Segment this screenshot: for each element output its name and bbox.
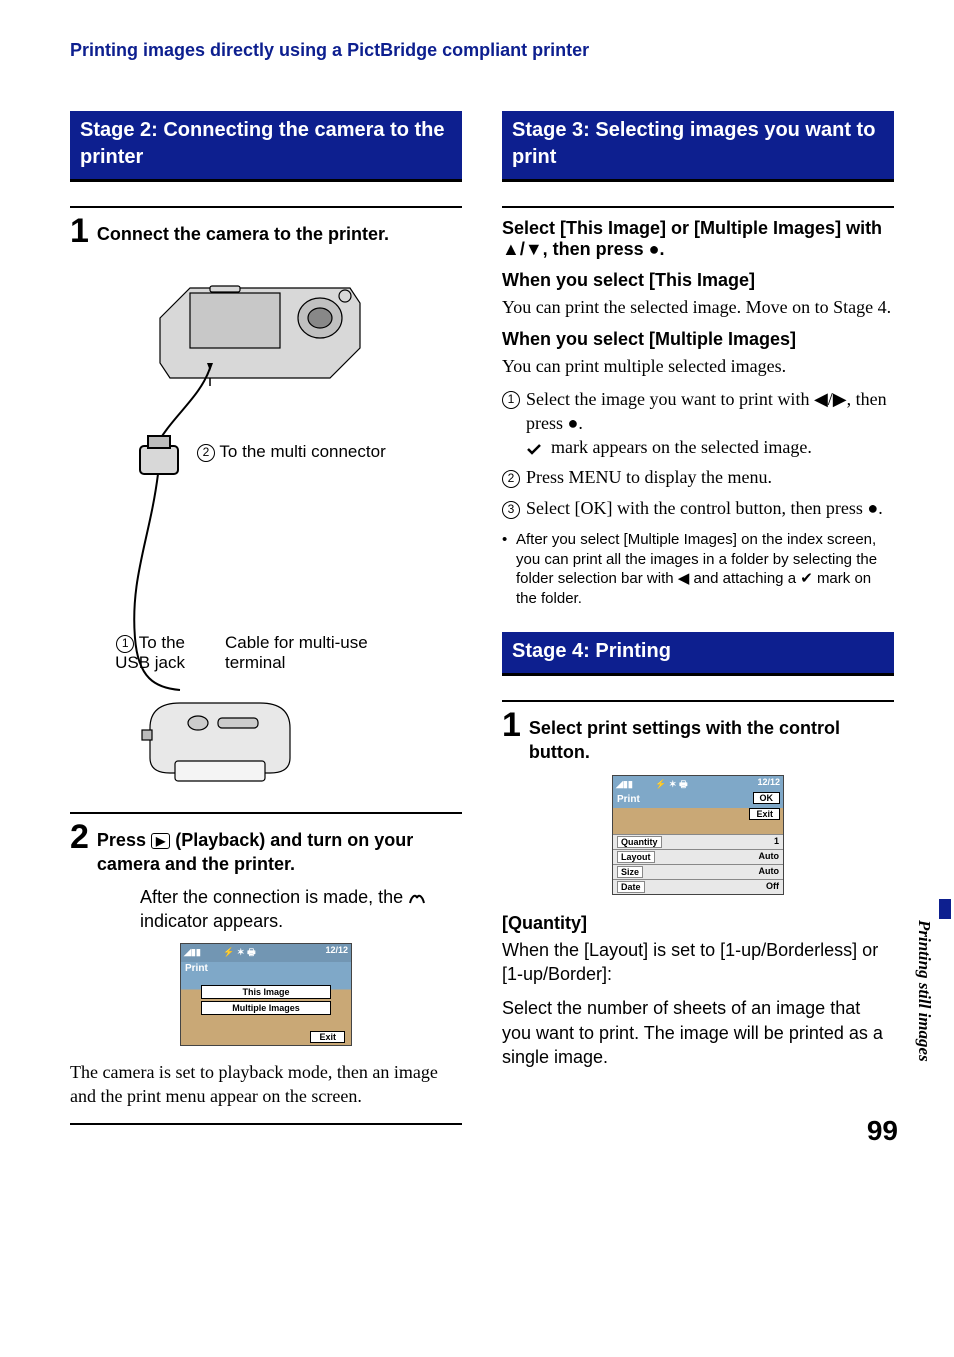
printer-illustration (140, 688, 300, 788)
row-value: 1 (774, 836, 779, 848)
when-this-image-heading: When you select [This Image] (502, 270, 894, 291)
playback-note: The camera is set to playback mode, then… (70, 1060, 462, 1109)
text-part: Press (97, 830, 151, 850)
text-part: After the connection is made, the (140, 887, 408, 907)
substep-text: Press MENU to display the menu. (526, 465, 772, 489)
substep-2: 2 Press MENU to display the menu. (502, 465, 894, 489)
lcd2-row-size: Size Auto (613, 864, 783, 879)
substep-text: Select the image you want to print with … (526, 389, 887, 433)
lcd-body: This Image Multiple Images Exit (181, 975, 351, 1045)
text-part: indicator appears. (140, 911, 283, 931)
when-multiple-heading: When you select [Multiple Images] (502, 329, 894, 350)
lcd-counter: 12/12 (757, 777, 780, 793)
step-number: 2 (70, 820, 89, 854)
lcd-ok-button: OK (753, 792, 781, 804)
circled-3-icon: 3 (502, 501, 520, 519)
step-number: 1 (70, 214, 89, 248)
lcd2-settings-table: Quantity 1 Layout Auto Size Auto Date Off (613, 834, 783, 894)
pictbridge-icon (408, 891, 426, 905)
row-value: Off (766, 881, 779, 893)
lcd-print-label: Print (181, 962, 351, 975)
step-2: 2 Press ▶ (Playback) and turn on your ca… (70, 824, 462, 877)
lcd2-row-date: Date Off (613, 879, 783, 894)
circled-2-icon: 2 (197, 444, 215, 462)
connection-diagram: 2 To the multi connector 1 To the USB ja… (70, 258, 462, 798)
stage4-header: Stage 4: Printing (502, 632, 894, 676)
after-connection-text: After the connection is made, the indica… (140, 885, 462, 934)
label-usb-jack: 1 To the USB jack (90, 633, 185, 674)
circled-2-icon: 2 (502, 470, 520, 488)
when-multiple-body: You can print multiple selected images. (502, 354, 894, 378)
label-cable: Cable for multi-use terminal (225, 633, 395, 674)
stage2-header: Stage 2: Connecting the camera to the pr… (70, 111, 462, 182)
lcd-menu-multiple-images: Multiple Images (201, 1001, 331, 1015)
stage4-step-1: 1 Select print settings with the control… (502, 712, 894, 765)
circled-1-icon: 1 (116, 635, 134, 653)
stage3-header: Stage 3: Selecting images you want to pr… (502, 111, 894, 182)
quantity-heading: [Quantity] (502, 913, 894, 934)
left-column: Stage 2: Connecting the camera to the pr… (70, 111, 462, 1135)
when-this-image-body: You can print the selected image. Move o… (502, 295, 894, 319)
step-text: Connect the camera to the printer. (97, 222, 389, 246)
lcd-menu-this-image: This Image (201, 985, 331, 999)
lcd2-row-quantity: Quantity 1 (613, 834, 783, 849)
circled-1-icon: 1 (502, 391, 520, 409)
step-1: 1 Connect the camera to the printer. (70, 218, 462, 248)
lcd-icons: ◢▮▮ ⚡ ✶ 🖶 (184, 945, 256, 961)
bullet-icon: • (502, 530, 516, 608)
bullet-note: • After you select [Multiple Images] on … (502, 530, 894, 608)
substep-subtext: mark appears on the selected image. (551, 437, 812, 457)
divider (502, 206, 894, 208)
quantity-text-a: When the [Layout] is set to [1-up/Border… (502, 938, 894, 987)
substep-3: 3 Select [OK] with the control button, t… (502, 496, 894, 520)
row-key: Quantity (617, 836, 662, 848)
right-column: Stage 3: Selecting images you want to pr… (502, 111, 894, 1135)
lcd-screen-1: ◢▮▮ ⚡ ✶ 🖶 12/12 Print This Image Multipl… (180, 943, 352, 1046)
manual-page: Printing images directly using a PictBri… (0, 0, 954, 1175)
step-text: Select print settings with the control b… (529, 716, 894, 765)
playback-icon: ▶ (151, 833, 170, 849)
step-text: Press ▶ (Playback) and turn on your came… (97, 828, 462, 877)
select-instruction: Select [This Image] or [Multiple Images]… (502, 218, 894, 260)
page-number: 99 (867, 1115, 898, 1147)
lcd-exit-button: Exit (749, 808, 780, 820)
row-value: Auto (759, 851, 780, 863)
page-top-title: Printing images directly using a PictBri… (70, 40, 894, 61)
label-multi-connector: 2 To the multi connector (197, 442, 386, 462)
bullet-text: After you select [Multiple Images] on th… (516, 530, 894, 608)
row-key: Size (617, 866, 643, 878)
text-part: (Playback) (175, 830, 265, 850)
row-key: Layout (617, 851, 655, 863)
label-text: To the multi connector (219, 442, 385, 461)
divider (70, 206, 462, 208)
side-tab-text: Printing still images (914, 920, 934, 1062)
divider (70, 812, 462, 814)
lcd-counter: 12/12 (325, 945, 348, 961)
substep-1: 1 Select the image you want to print wit… (502, 387, 894, 460)
lcd2-row-layout: Layout Auto (613, 849, 783, 864)
divider (502, 700, 894, 702)
lcd-exit-button: Exit (310, 1031, 345, 1043)
row-value: Auto (759, 866, 780, 878)
substep-text: Select [OK] with the control button, the… (526, 496, 883, 520)
divider (70, 1123, 462, 1125)
side-tab-bar (939, 899, 951, 919)
two-column-layout: Stage 2: Connecting the camera to the pr… (70, 111, 894, 1135)
check-icon (526, 443, 542, 455)
row-key: Date (617, 881, 645, 893)
lcd-topbar: ◢▮▮ ⚡ ✶ 🖶 12/12 (181, 944, 351, 962)
lcd-icons: ◢▮▮ ⚡ ✶ 🖶 (616, 777, 688, 793)
lcd-screen-2: ◢▮▮ ⚡ ✶ 🖶 12/12 Print OK Exit Quantity 1 … (612, 775, 784, 895)
numbered-substeps: 1 Select the image you want to print wit… (502, 387, 894, 520)
side-tab-label: Printing still images (914, 920, 934, 1180)
quantity-text-b: Select the number of sheets of an image … (502, 996, 894, 1069)
lcd2-top: ◢▮▮ ⚡ ✶ 🖶 12/12 Print OK Exit (613, 776, 783, 834)
step-number: 1 (502, 708, 521, 742)
